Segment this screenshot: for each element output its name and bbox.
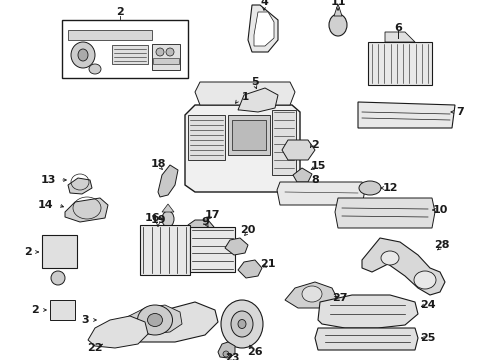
Polygon shape — [188, 115, 225, 160]
Ellipse shape — [162, 211, 174, 227]
Text: 20: 20 — [240, 225, 256, 235]
Text: 2: 2 — [24, 247, 32, 257]
Polygon shape — [152, 44, 180, 70]
Ellipse shape — [71, 42, 95, 68]
Polygon shape — [162, 204, 174, 212]
Ellipse shape — [359, 181, 381, 195]
Text: 4: 4 — [260, 0, 268, 7]
Text: 23: 23 — [225, 353, 239, 360]
Polygon shape — [335, 198, 435, 228]
Text: 12: 12 — [382, 183, 398, 193]
Text: 8: 8 — [311, 175, 319, 185]
Text: 10: 10 — [432, 205, 448, 215]
Text: 28: 28 — [434, 240, 450, 250]
Polygon shape — [293, 168, 312, 182]
Polygon shape — [238, 88, 278, 112]
Polygon shape — [228, 115, 270, 155]
Polygon shape — [65, 198, 108, 222]
Text: 13: 13 — [40, 175, 56, 185]
Ellipse shape — [381, 251, 399, 265]
Ellipse shape — [147, 314, 163, 327]
Bar — [140, 225, 190, 275]
Text: 24: 24 — [420, 300, 436, 310]
Text: 2: 2 — [116, 7, 124, 17]
Bar — [62, 20, 188, 78]
Ellipse shape — [329, 14, 347, 36]
Bar — [50, 300, 75, 320]
Ellipse shape — [51, 271, 65, 285]
Text: 3: 3 — [81, 315, 89, 325]
Ellipse shape — [238, 320, 246, 328]
Polygon shape — [218, 342, 235, 358]
Text: 26: 26 — [247, 347, 263, 357]
Text: 1: 1 — [242, 92, 248, 102]
Polygon shape — [248, 5, 278, 52]
Text: 18: 18 — [150, 159, 166, 169]
Text: 9: 9 — [201, 217, 209, 227]
Ellipse shape — [156, 48, 164, 56]
Text: 16: 16 — [144, 213, 160, 223]
Polygon shape — [285, 282, 338, 308]
Ellipse shape — [302, 286, 322, 302]
Polygon shape — [277, 182, 365, 205]
Polygon shape — [368, 42, 432, 85]
Polygon shape — [100, 302, 218, 342]
Polygon shape — [254, 12, 274, 46]
Polygon shape — [385, 32, 415, 42]
Ellipse shape — [221, 300, 263, 348]
Polygon shape — [232, 120, 266, 150]
Polygon shape — [334, 4, 342, 16]
Polygon shape — [318, 295, 418, 328]
Polygon shape — [282, 140, 315, 160]
Ellipse shape — [138, 305, 172, 335]
Polygon shape — [225, 238, 248, 255]
Polygon shape — [315, 328, 418, 350]
Polygon shape — [195, 82, 295, 105]
Text: 19: 19 — [150, 215, 166, 225]
Polygon shape — [120, 305, 182, 334]
Text: 21: 21 — [260, 259, 276, 269]
Polygon shape — [158, 165, 178, 197]
Text: 2: 2 — [31, 305, 39, 315]
Text: 11: 11 — [330, 0, 346, 7]
Text: 14: 14 — [37, 200, 53, 210]
Bar — [190, 227, 235, 272]
Polygon shape — [362, 238, 445, 295]
Polygon shape — [112, 45, 148, 64]
Polygon shape — [238, 260, 262, 278]
Text: 7: 7 — [456, 107, 464, 117]
Text: 25: 25 — [420, 333, 436, 343]
Text: 6: 6 — [394, 23, 402, 33]
Text: 17: 17 — [204, 210, 220, 220]
Ellipse shape — [78, 49, 88, 61]
Text: 2: 2 — [311, 140, 319, 150]
Polygon shape — [272, 110, 296, 175]
Bar — [42, 235, 77, 268]
Text: 15: 15 — [310, 161, 326, 171]
Ellipse shape — [89, 64, 101, 74]
Ellipse shape — [166, 48, 174, 56]
Polygon shape — [188, 220, 214, 233]
Text: 22: 22 — [87, 343, 103, 353]
Text: 27: 27 — [332, 293, 348, 303]
Polygon shape — [358, 102, 455, 128]
Polygon shape — [68, 178, 92, 194]
Polygon shape — [88, 316, 148, 348]
Polygon shape — [68, 30, 152, 40]
Ellipse shape — [231, 311, 253, 337]
Ellipse shape — [223, 351, 229, 357]
Polygon shape — [185, 105, 300, 192]
Ellipse shape — [414, 271, 436, 289]
Polygon shape — [153, 58, 179, 64]
Text: 5: 5 — [251, 77, 259, 87]
